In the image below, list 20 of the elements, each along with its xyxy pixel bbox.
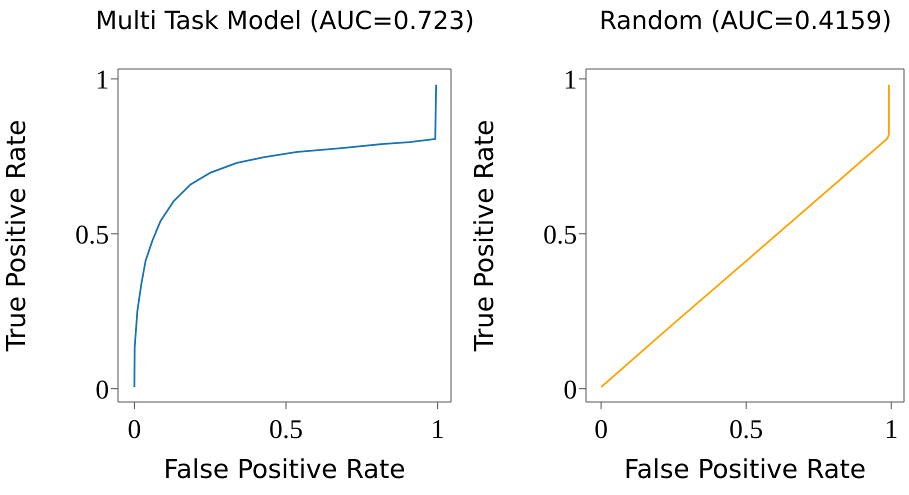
y-tick-label: 0 [96, 374, 109, 404]
y-tick-label: 0.5 [543, 219, 577, 250]
y-axis-title: True Positive Rate [2, 120, 32, 352]
y-tick-label: 0 [564, 374, 577, 404]
line-series [600, 84, 890, 388]
x-tick-label: 1 [430, 414, 444, 444]
x-axis-title: False Positive Rate [624, 455, 866, 485]
chart-title: Random (AUC=0.4159) [598, 6, 893, 35]
x-tick-label: 0.5 [269, 414, 303, 444]
x-tick-label: 0 [128, 414, 142, 444]
y-tick-label: 1 [564, 64, 577, 94]
x-tick-label: 1 [884, 414, 898, 444]
x-tick-label: 0 [594, 414, 608, 444]
line-series [133, 84, 438, 388]
y-tick-label: 0.5 [75, 219, 109, 250]
x-axis-title: False Positive Rate [164, 455, 406, 485]
y-axis-title: True Positive Rate [470, 120, 500, 352]
y-tick-label: 1 [96, 64, 109, 94]
x-tick-label: 0.5 [729, 414, 764, 444]
chart-title: Multi Task Model (AUC=0.723) [94, 6, 476, 35]
